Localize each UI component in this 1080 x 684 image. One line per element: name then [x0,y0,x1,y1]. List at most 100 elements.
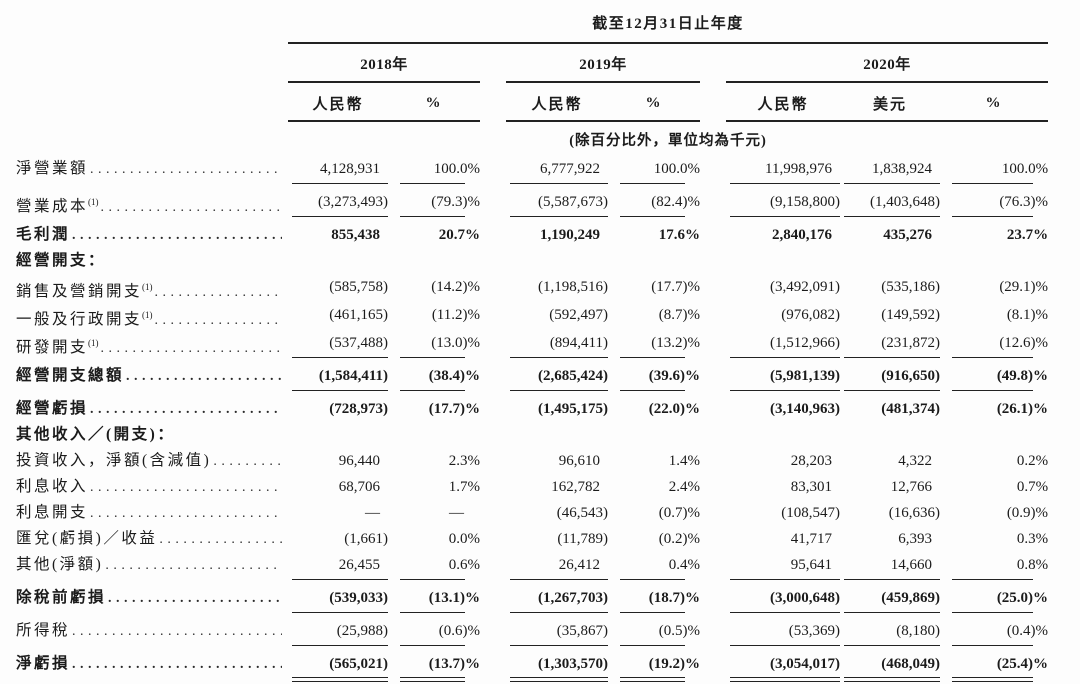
table-row: 毛利潤 855,438 20.7% 1,190,249 17.6% 2,840,176 43… [16,222,1048,248]
year-header-2019: 2019年 [506,43,700,83]
dot-leader [90,505,282,523]
column-spacer [700,189,726,222]
cell-value: (1,403,648) [840,189,940,222]
cell-value [608,248,700,274]
row-label-text: 匯兌(虧損)／收益 [16,530,158,548]
cell-value [608,422,700,448]
column-spacer [700,274,726,302]
financial-table: 截至12月31日止年度 2018年 2019年 2020年 人民幣 % 人民幣 … [16,8,1049,684]
cell-value: (916,650) [840,363,940,396]
cell-value: 100.0% [388,156,480,189]
column-spacer [700,363,726,396]
table-row: 其他收入／(開支)： [16,422,1048,448]
cell-value: (82.4)% [608,189,700,222]
table-row: 營業成本(1) (3,273,493)(79.3)% (5,587,673)(82.… [16,189,1048,222]
row-label-text: 利息開支 [16,504,89,522]
dot-leader [72,227,282,245]
cell-value: (1,584,411) [288,363,388,396]
column-spacer [700,248,726,274]
row-label-text: 除稅前虧損 [16,589,107,607]
column-spacer [480,274,506,302]
cell-value: (22.0)% [648,401,700,418]
table-row: 利息開支 — — (46,543) (0.7)% (108,547) (16,636) (0.… [16,500,1048,526]
cell-value: 14,660 [840,552,940,585]
cell-value: (459,869) [840,585,940,618]
column-spacer [480,396,506,422]
column-spacer [700,474,726,500]
cell-value: 0.7% [1016,479,1049,496]
column-header-rmb-2018: 人民幣 [288,82,388,122]
cell-value: (0.6)% [388,618,480,651]
dot-leader [72,656,282,674]
cell-value: 17.6% [658,227,700,243]
column-spacer [700,43,726,82]
cell-value: (592,497) [549,307,608,324]
cell-value: (0.7)% [658,505,700,522]
cell-value [288,248,388,274]
table-title: 截至12月31日止年度 [288,8,1049,44]
cell-value: (17.7)% [651,279,700,295]
column-spacer [480,500,506,526]
cell-value: (9,158,800) [726,189,840,222]
cell-value: (14.2)% [431,279,480,295]
cell-value: 12,766 [890,479,932,496]
table-row: 經營開支總額 (1,584,411)(38.4)% (2,685,424)(39.6… [16,363,1048,396]
cell-value: (13.1)% [388,585,480,618]
column-spacer [480,330,506,363]
row-label: 其他(淨額) [16,552,288,585]
cell-value [506,248,608,274]
cell-value: 95,641 [726,552,840,585]
cell-value: 96,610 [558,453,600,470]
title-row-spacer [16,8,288,43]
column-spacer [480,526,506,552]
cell-value [388,248,480,274]
column-spacer [480,618,506,651]
row-label-text: 經營開支： [16,252,107,269]
dot-leader [126,368,282,386]
column-header-rmb-2020: 人民幣 [726,82,840,122]
table-row: 匯兌(虧損)／收益 (1,661) 0.0% (11,789) (0.2)% 41,717… [16,526,1048,552]
cell-value: (18.7)% [608,585,700,618]
cell-value: 2.4% [668,479,700,496]
row-label-text: 經營虧損 [16,400,89,418]
dot-leader [155,312,282,330]
cell-value: (17.7)% [428,401,480,418]
column-header-spacer [16,82,288,121]
row-label: 其他收入／(開支)： [16,422,288,448]
column-spacer [700,222,726,248]
dot-leader [108,590,282,608]
cell-value: 96,440 [338,453,380,470]
table-row: 經營開支： [16,248,1048,274]
row-label-text: 利息收入 [16,478,89,496]
column-spacer [700,330,726,363]
cell-value: (11.2)% [431,307,480,324]
row-label: 淨虧損 [16,651,288,684]
cell-value: (3,140,963) [770,401,840,418]
cell-value: (537,488) [288,330,388,363]
column-header-pct-2018: % [388,82,480,122]
cell-value [840,422,940,448]
cell-value: (1,267,703) [506,585,608,618]
year-header-2018: 2018年 [288,43,480,83]
cell-value: 26,412 [506,552,608,585]
cell-value: 1,190,249 [540,227,600,243]
row-label: 淨營業額 [16,156,288,189]
cell-value: (539,033) [288,585,388,618]
cell-value: (0.5)% [608,618,700,651]
cell-value [726,422,840,448]
row-label: 利息收入 [16,474,288,500]
cell-value: (1,303,570) [506,651,608,684]
column-header-pct-2020: % [940,82,1049,122]
table-row: 淨營業額4,128,931100.0%6,777,922100.0%11,998… [16,156,1048,189]
row-label: 匯兌(虧損)／收益 [16,526,288,552]
table-row: 研發開支(1) (537,488)(13.0)% (894,411)(13.2)% (… [16,330,1048,363]
column-spacer [700,302,726,330]
cell-value: (25.0)% [940,585,1048,618]
cell-value: 41,717 [790,531,832,548]
cell-value: (3,000,648) [726,585,840,618]
cell-value: 1.4% [668,453,700,470]
cell-value: 23.7% [1006,227,1049,243]
cell-value: (149,592) [881,307,940,324]
row-label: 經營開支總額 [16,363,288,396]
row-label-text: 投資收入，淨額(含減值) [16,452,212,470]
